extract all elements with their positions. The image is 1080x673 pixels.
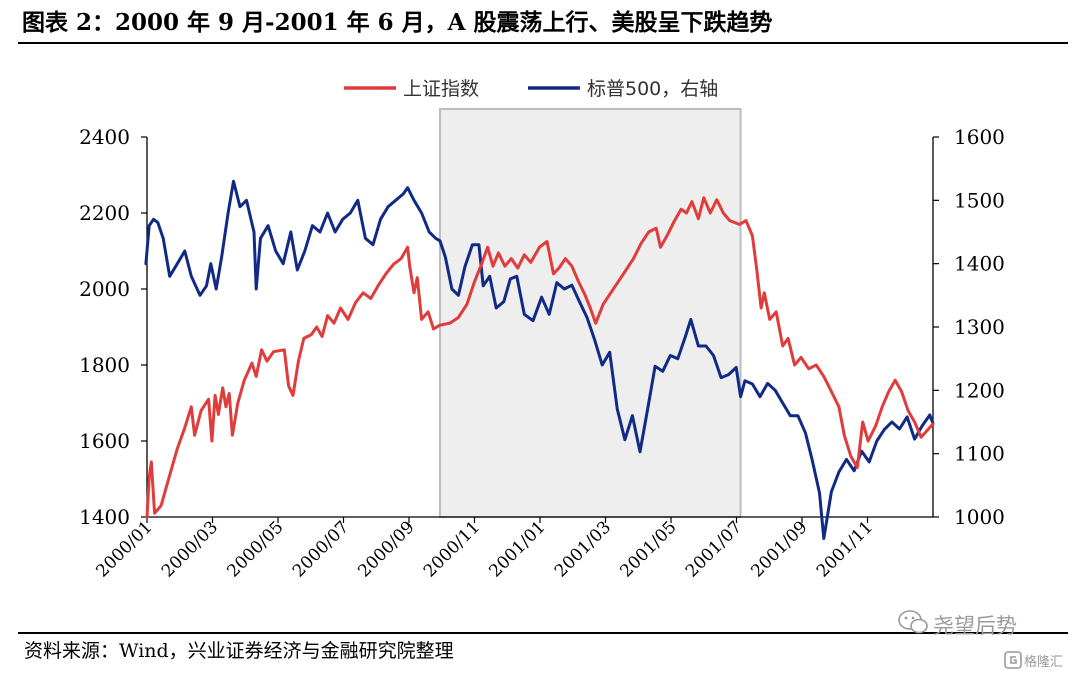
source-divider <box>18 632 1068 634</box>
brand-mark: 格隆汇 <box>1004 650 1076 670</box>
y-right-tick-label: 1100 <box>954 442 1005 466</box>
y-right-tick-label: 1300 <box>954 315 1005 339</box>
wechat-icon <box>898 610 928 634</box>
y-left-tick-label: 1600 <box>79 429 130 453</box>
x-tick-label: 2000/03 <box>158 517 222 581</box>
watermark: 尧望后势 <box>897 608 1047 638</box>
x-tick-label: 2001/03 <box>551 517 615 581</box>
y-left-tick-label: 2200 <box>79 201 130 225</box>
highlight-region <box>438 108 742 518</box>
x-tick-label: 2001/01 <box>485 517 549 581</box>
x-tick-label: 2001/07 <box>682 517 746 581</box>
source-note: 资料来源：Wind，兴业证券经济与金融研究院整理 <box>24 640 454 662</box>
brand-logo-icon <box>1004 651 1022 669</box>
series-layer <box>144 179 935 540</box>
x-tick-label: 2000/07 <box>289 517 353 581</box>
figure-title: 图表 2：2000 年 9 月-2001 年 6 月，A 股震荡上行、美股呈下跌… <box>22 9 773 36</box>
x-tick-label: 2001/09 <box>747 517 811 581</box>
y-right-tick-label: 1600 <box>954 125 1005 149</box>
x-tick-label: 2000/11 <box>420 517 484 581</box>
series-line-shanghai <box>145 196 935 519</box>
chart-legend: 上证指数 标普500，右轴 <box>344 78 718 100</box>
title-divider <box>18 42 1068 44</box>
y-left-tick-label: 2000 <box>79 277 130 301</box>
legend-label-sp500: 标普500，右轴 <box>587 78 718 100</box>
brand-text: 格隆汇 <box>1024 655 1064 670</box>
highlight-region-layer <box>438 108 742 518</box>
x-tick-label: 2001/05 <box>616 517 680 581</box>
x-tick-label: 2000/09 <box>354 517 418 581</box>
y-right-tick-label: 1200 <box>954 378 1005 402</box>
y-left-tick-label: 1800 <box>79 353 130 377</box>
y-right-tick-label: 1000 <box>954 505 1005 529</box>
x-tick-label: 2000/05 <box>223 517 287 581</box>
legend-label-shanghai: 上证指数 <box>403 78 479 100</box>
y-left-tick-label: 2400 <box>79 125 130 149</box>
series-line-sp500 <box>144 179 935 540</box>
y-right-tick-label: 1500 <box>954 188 1005 212</box>
y-left-tick-label: 1400 <box>79 505 130 529</box>
y-right-tick-label: 1400 <box>954 252 1005 276</box>
watermark-text: 尧望后势 <box>933 614 1017 638</box>
